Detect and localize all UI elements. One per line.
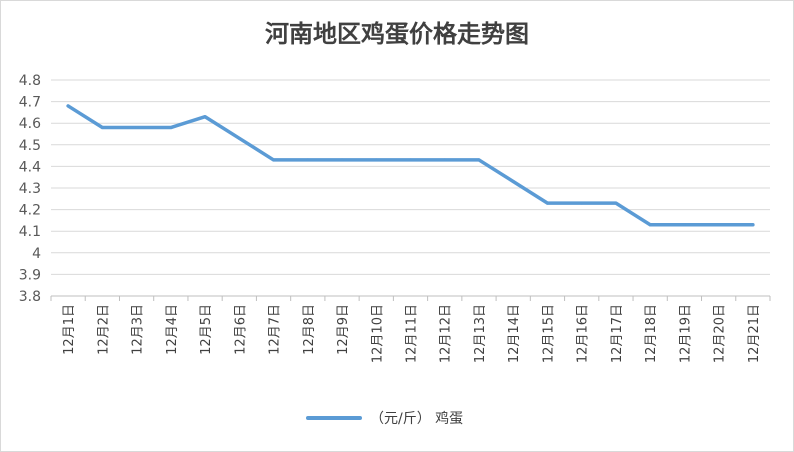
y-tick-label: 4 <box>32 246 41 262</box>
x-tick-label: 12月2日 <box>96 304 111 355</box>
data-point <box>135 126 139 130</box>
y-tick-label: 3.9 <box>19 267 41 283</box>
legend: （元/斤） 鸡蛋 <box>306 408 463 428</box>
data-point <box>751 223 755 227</box>
x-tick-label: 12月10日 <box>370 304 385 363</box>
y-tick-label: 3.8 <box>19 289 41 305</box>
data-point <box>614 201 618 205</box>
data-point <box>306 158 310 162</box>
x-tick-label: 12月13日 <box>473 304 488 363</box>
y-tick-label: 4.3 <box>19 181 41 197</box>
x-tick-label: 12月11日 <box>405 304 420 363</box>
data-point <box>374 158 378 162</box>
data-point <box>272 158 276 162</box>
x-axis-ticks: 12月1日 12月2日 12月3日 12月4日 12月5日 12月6日 12月7日 12月8日… <box>62 304 762 363</box>
x-tick-label: 12月18日 <box>644 304 659 363</box>
y-axis-ticks: 3.8 3.9 4 4.1 4.2 4.3 4.4 4.5 4.6 4.7 4.8 <box>19 73 41 305</box>
x-tick-label: 12月17日 <box>610 304 625 363</box>
x-tick-label: 12月19日 <box>678 304 693 363</box>
series-line <box>66 104 755 227</box>
y-tick-label: 4.6 <box>19 116 41 132</box>
x-tick-label: 12月14日 <box>507 304 522 363</box>
chart-title: 河南地区鸡蛋价格走势图 <box>265 19 529 48</box>
y-tick-label: 4.1 <box>19 224 41 240</box>
legend-swatch <box>306 416 362 420</box>
x-tick-label: 12月9日 <box>336 304 351 355</box>
data-point <box>169 126 173 130</box>
gridlines <box>50 79 771 301</box>
data-point <box>340 158 344 162</box>
data-point <box>203 115 207 119</box>
x-tick-label: 12月8日 <box>302 304 317 355</box>
data-point <box>580 201 584 205</box>
y-tick-label: 4.5 <box>19 138 41 154</box>
x-tick-label: 12月4日 <box>165 304 180 355</box>
y-tick-label: 4.2 <box>19 203 41 219</box>
data-point <box>100 126 104 130</box>
x-tick-label: 12月12日 <box>439 304 454 363</box>
legend-label: （元/斤） 鸡蛋 <box>370 411 464 427</box>
data-point <box>237 136 241 140</box>
data-point <box>66 104 70 108</box>
x-tick-label: 12月16日 <box>576 304 591 363</box>
x-tick-label: 12月20日 <box>713 304 728 363</box>
x-tick-label: 12月6日 <box>233 304 248 355</box>
y-tick-label: 4.4 <box>19 159 41 175</box>
series-plot <box>66 104 755 227</box>
x-tick-label: 12月1日 <box>62 304 77 355</box>
data-point <box>545 201 549 205</box>
data-point <box>443 158 447 162</box>
data-point <box>717 223 721 227</box>
y-tick-label: 4.7 <box>19 95 41 111</box>
x-tick-label: 12月3日 <box>131 304 146 355</box>
data-point <box>648 223 652 227</box>
x-tick-label: 12月5日 <box>199 304 214 355</box>
x-tick-label: 12月21日 <box>747 304 762 363</box>
data-point <box>682 223 686 227</box>
y-tick-label: 4.8 <box>19 73 41 89</box>
x-tick-label: 12月15日 <box>541 304 556 363</box>
data-point <box>511 180 515 184</box>
x-tick-label: 12月7日 <box>268 304 283 355</box>
data-point <box>477 158 481 162</box>
data-point <box>409 158 412 162</box>
